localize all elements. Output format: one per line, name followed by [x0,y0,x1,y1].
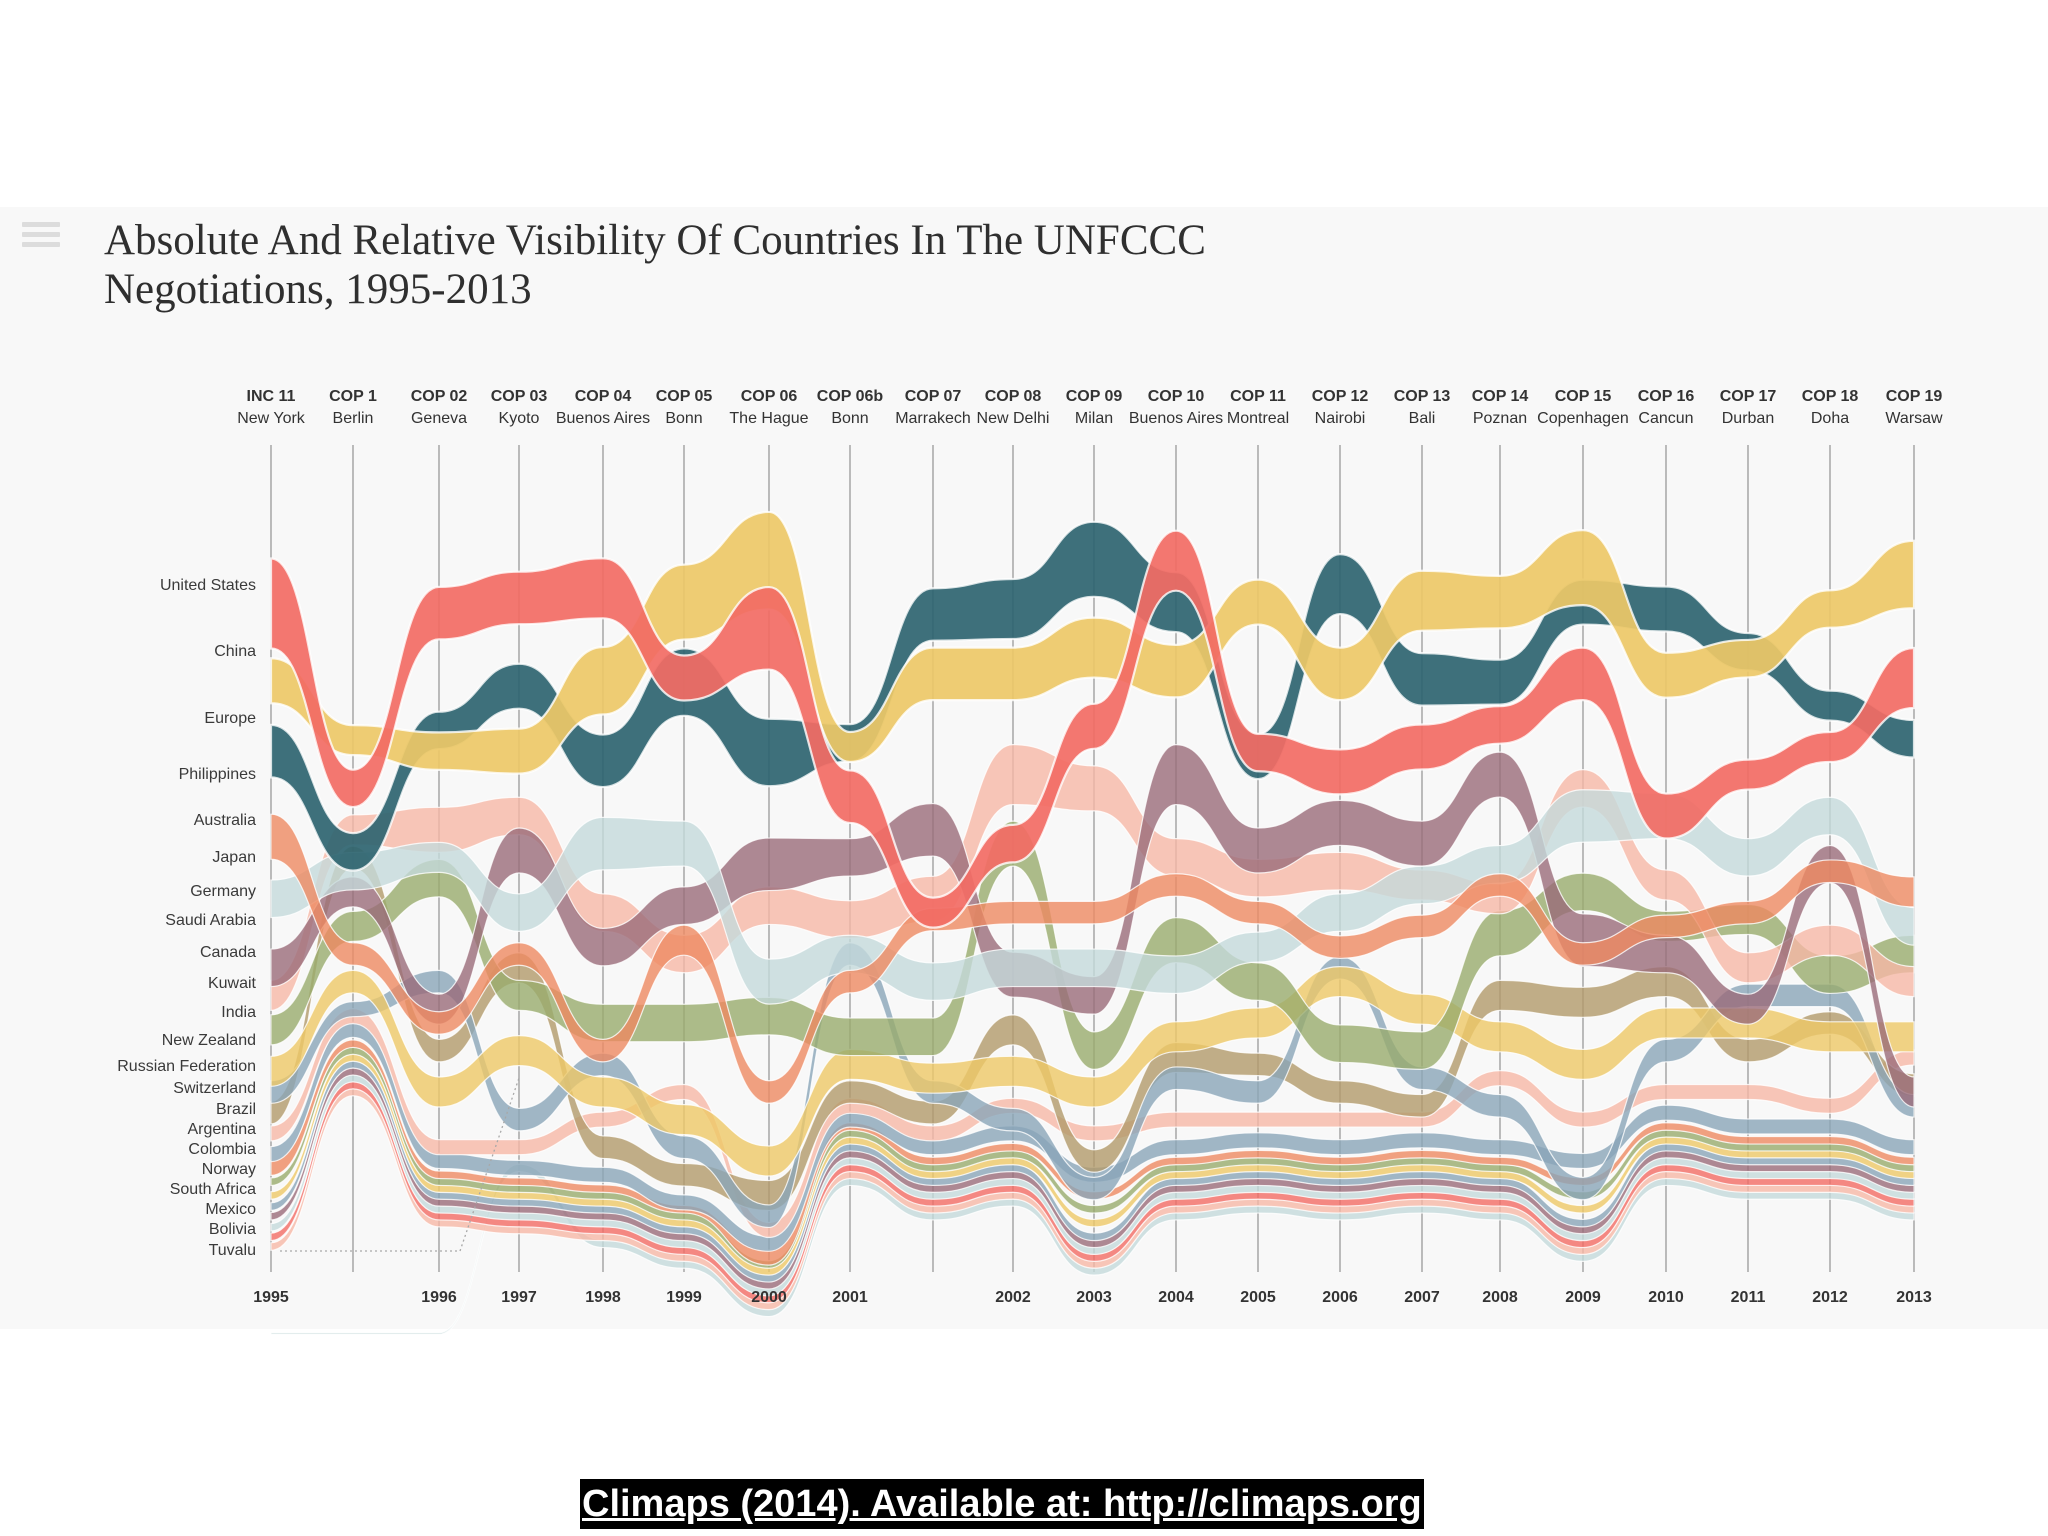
stream-japan [270,743,1915,1108]
event-code-cop-16: COP 16 [1638,388,1695,405]
stream-layers [269,510,1916,1335]
country-labels: United States China Europe Philippines Austr… [117,577,256,1259]
stream-canada [270,965,1915,1177]
country-label-india: India [221,1004,256,1021]
event-city-cop-02: Geneva [411,410,467,427]
event-city-cop-11: Montreal [1227,410,1289,427]
year-tick-2011: 2011 [1731,1289,1766,1306]
country-label-kuwait: Kuwait [208,975,257,992]
year-tick-2004: 2004 [1158,1289,1194,1306]
year-tick-2007: 2007 [1404,1289,1440,1306]
event-code-inc-11: INC 11 [247,388,296,405]
country-label-china: China [214,643,256,660]
country-label-europe: Europe [204,710,256,727]
event-code-cop-09: COP 09 [1066,388,1123,405]
country-label-mexico: Mexico [205,1201,256,1218]
year-tick-2009: 2009 [1565,1289,1601,1306]
year-tick-2000: 2000 [751,1289,787,1306]
year-axis: 1995 1996 1997 1998 1999 2000 2001 2002 2003 2004… [253,1289,1932,1306]
year-tick-2002: 2002 [995,1289,1031,1306]
stream-australia [270,789,1915,1005]
event-city-cop-08: New Delhi [977,410,1050,427]
tuvalu-leader-line [280,1077,520,1252]
stream-united-states [269,529,1916,929]
year-tick-2013: 2013 [1896,1289,1932,1306]
event-city-cop-18: Doha [1811,410,1849,427]
chart-title: Absolute And Relative Visibility Of Coun… [104,216,1404,314]
country-label-norway: Norway [202,1161,256,1178]
country-label-argentina: Argentina [188,1121,257,1138]
year-tick-2006: 2006 [1322,1289,1358,1306]
country-label-canada: Canada [200,944,256,961]
event-city-inc-11: New York [237,410,306,427]
year-tick-2003: 2003 [1076,1289,1112,1306]
event-code-cop-08: COP 08 [985,388,1042,405]
country-label-australia: Australia [194,812,256,829]
year-tick-1997: 1997 [501,1289,537,1306]
event-city-cop-05: Bonn [665,410,702,427]
country-label-south-africa: South Africa [170,1181,256,1198]
year-tick-2001: 2001 [832,1289,868,1306]
event-code-cop-05: COP 05 [656,388,713,405]
event-code-cop-15: COP 15 [1555,388,1612,405]
event-code-cop-04: COP 04 [575,388,632,405]
country-label-new-zealand: New Zealand [162,1032,256,1049]
year-tick-1996: 1996 [421,1289,457,1306]
event-city-cop-12: Nairobi [1315,410,1366,427]
country-label-brazil: Brazil [216,1101,256,1118]
year-tick-2005: 2005 [1240,1289,1276,1306]
event-city-cop-17: Durban [1722,410,1774,427]
event-city-cop-10: Buenos Aires [1129,410,1223,427]
event-headers: INC 11 New York COP 1 Berlin COP 02 Geneva COP… [237,388,1943,427]
country-label-japan: Japan [212,849,256,866]
event-city-cop-07: Marrakech [895,410,971,427]
event-code-cop-1: COP 1 [329,388,377,405]
event-code-cop-06: COP 06 [741,388,798,405]
event-city-cop-1: Berlin [333,410,374,427]
event-city-cop-15: Copenhagen [1537,410,1629,427]
country-label-tuvalu: Tuvalu [209,1242,256,1259]
event-city-cop-13: Bali [1409,410,1436,427]
hamburger-menu-icon[interactable] [22,222,60,254]
event-city-cop-03: Kyoto [499,410,540,427]
event-code-cop-03: COP 03 [491,388,548,405]
country-label-bolivia: Bolivia [209,1221,256,1238]
country-label-russian-federation: Russian Federation [117,1058,256,1075]
event-code-cop-14: COP 14 [1472,388,1529,405]
country-label-united-states: United States [160,577,256,594]
year-tick-2010: 2010 [1648,1289,1684,1306]
event-code-cop-11: COP 11 [1230,388,1286,405]
event-code-cop-10: COP 10 [1148,388,1205,405]
event-city-cop-19: Warsaw [1885,410,1943,427]
event-city-cop-06: The Hague [729,410,808,427]
chart-title-line-1: Absolute And Relative Visibility Of Coun… [104,217,1206,264]
year-tick-2012: 2012 [1812,1289,1848,1306]
event-code-cop-02: COP 02 [411,388,468,405]
event-code-cop-13: COP 13 [1394,388,1451,405]
event-city-cop-16: Cancun [1638,410,1693,427]
event-code-cop-18: COP 18 [1802,388,1859,405]
event-city-cop-06b: Bonn [831,410,868,427]
event-code-cop-12: COP 12 [1312,388,1369,405]
year-tick-1998: 1998 [585,1289,621,1306]
event-city-cop-04: Buenos Aires [556,410,650,427]
event-city-cop-14: Poznan [1473,410,1527,427]
stream-philippines [270,813,1915,1104]
event-code-cop-17: COP 17 [1720,388,1777,405]
event-code-cop-06b: COP 06b [817,388,884,405]
chart-title-line-2: Negotiations, 1995-2013 [104,266,532,313]
country-label-germany: Germany [190,883,256,900]
event-code-cop-07: COP 07 [905,388,962,405]
year-tick-2008: 2008 [1482,1289,1518,1306]
source-caption[interactable]: Climaps (2014). Available at: http://cli… [580,1479,1424,1529]
event-city-cop-09: Milan [1075,410,1113,427]
country-label-colombia: Colombia [188,1141,256,1158]
year-tick-1995: 1995 [253,1289,289,1306]
country-label-saudi-arabia: Saudi Arabia [165,912,256,929]
country-label-switzerland: Switzerland [173,1080,256,1097]
country-label-philippines: Philippines [179,766,256,783]
year-tick-1999: 1999 [666,1289,702,1306]
event-code-cop-19: COP 19 [1886,388,1943,405]
